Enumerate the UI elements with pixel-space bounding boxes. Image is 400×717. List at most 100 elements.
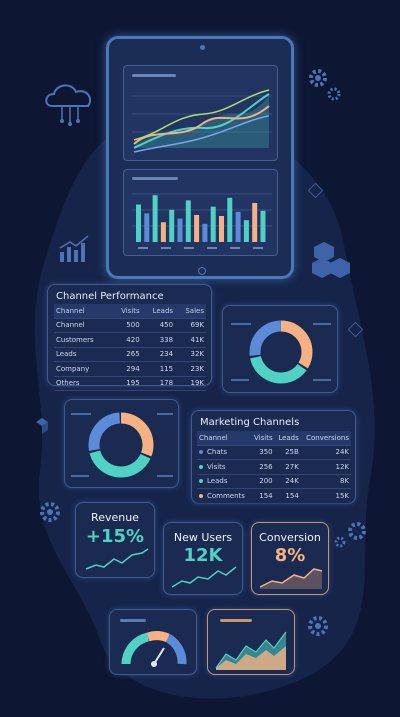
cell: Others <box>54 376 111 391</box>
cell: 178 <box>141 376 176 391</box>
bar <box>202 223 208 242</box>
bar-chart-screen <box>123 169 278 256</box>
cell: 234 <box>141 347 176 362</box>
cell: 338 <box>141 332 176 348</box>
bar <box>160 222 166 242</box>
marketing-channels-title: Marketing Channels <box>200 417 300 428</box>
cell: Leads <box>54 347 111 362</box>
cell: 8K <box>300 474 351 489</box>
cell-label: Visits <box>207 462 226 471</box>
donut-chart-left <box>71 412 173 478</box>
conversion-value: 8% <box>274 545 306 566</box>
bar <box>144 213 150 242</box>
cell: Channel <box>54 318 111 333</box>
area-chart-card <box>207 609 295 675</box>
revenue-label: Revenue <box>91 511 139 524</box>
cell: 294 <box>110 361 142 377</box>
bar-chart <box>132 193 272 249</box>
cell: 69K <box>175 318 206 333</box>
bar <box>227 197 233 242</box>
bar <box>194 214 200 242</box>
cell: 32K <box>175 347 206 362</box>
table-row: Channel 500 450 69K <box>54 318 206 333</box>
table-row: Leads 265 234 32K <box>54 347 206 362</box>
donut-chart-right <box>231 320 331 384</box>
table-row: Others 195 178 19K <box>54 376 206 391</box>
gear-icon <box>309 69 341 101</box>
channel-performance-panel: Channel Performance Channel Visits Leads… <box>47 284 212 391</box>
legend-dot <box>199 450 203 455</box>
cell-label: Comments <box>207 491 245 500</box>
area-title-bar <box>220 619 252 622</box>
gear-icon-4 <box>308 616 328 636</box>
legend-dot <box>199 464 203 469</box>
gauge-title-bar <box>120 619 146 622</box>
cell: 12K <box>300 459 351 475</box>
cell: 265 <box>110 347 142 362</box>
new-users-value: 12K <box>183 545 223 566</box>
cell: Comments <box>197 488 251 504</box>
cubes-icon <box>312 242 350 278</box>
col-header: Sales <box>175 304 206 319</box>
cell: 450 <box>141 318 176 333</box>
cell: Visits <box>197 459 251 475</box>
cell: Chats <box>197 445 251 460</box>
legend-dot <box>199 493 203 498</box>
camera <box>200 45 205 50</box>
cell: 200 <box>250 474 275 489</box>
marketing-channels-table: Channel Visits Leads Conversions Chats 35… <box>197 431 351 504</box>
channel-performance-title: Channel Performance <box>56 291 164 302</box>
new-users-sparkline <box>171 566 237 588</box>
cell: 27K <box>274 459 301 475</box>
bar <box>177 218 183 242</box>
area-chart <box>215 631 287 670</box>
col-header: Visits <box>110 304 142 319</box>
bar <box>169 209 175 242</box>
home-button <box>198 267 206 275</box>
cell: 41K <box>175 332 206 348</box>
tablet-device <box>106 36 294 279</box>
revenue-card: Revenue +15% <box>75 502 155 578</box>
tick-mark <box>207 247 217 249</box>
table-row: Chats 350 25B 24K <box>197 445 351 460</box>
cell: 24K <box>300 445 351 460</box>
revenue-sparkline <box>85 548 149 570</box>
cell: 256 <box>250 459 275 475</box>
table-row: Customers 420 338 41K <box>54 332 206 348</box>
table-row: Comments 154 154 15K <box>197 488 351 504</box>
bar <box>152 195 158 242</box>
conversion-sparkline <box>259 568 323 589</box>
new-users-card: New Users 12K <box>163 522 243 595</box>
revenue-value: +15% <box>85 526 145 547</box>
col-header: Leads <box>274 431 301 446</box>
marketing-channels-panel: Marketing Channels Channel Visits Leads … <box>191 410 356 504</box>
bar <box>219 216 224 242</box>
bar <box>260 210 266 242</box>
cell: Leads <box>197 474 251 489</box>
cell: Customers <box>54 332 111 348</box>
col-header: Visits <box>250 431 275 446</box>
cell: 195 <box>110 376 142 391</box>
bar-trend-icon <box>59 235 89 262</box>
cell: 25B <box>274 445 301 460</box>
gauge-card <box>109 609 197 675</box>
cell-label: Chats <box>207 448 228 457</box>
tick-mark <box>230 247 240 249</box>
tick-mark <box>138 247 148 249</box>
wave-chart-screen <box>123 65 278 161</box>
tick-mark <box>184 247 194 249</box>
cell: 154 <box>274 488 301 504</box>
bar <box>235 211 241 242</box>
bar <box>243 220 249 242</box>
col-header: Conversions <box>300 431 351 446</box>
conversion-card: Conversion 8% <box>251 522 329 595</box>
cell: 24K <box>274 474 301 489</box>
cube-small-icon <box>36 418 48 434</box>
table-row: Company 294 115 23K <box>54 361 206 377</box>
col-header: Channel <box>54 304 111 319</box>
donut-panel-right <box>222 305 338 393</box>
cloud-network-icon <box>45 84 92 126</box>
gear-icon-3 <box>334 522 366 548</box>
cell: Company <box>54 361 111 377</box>
new-users-label: New Users <box>173 531 233 544</box>
